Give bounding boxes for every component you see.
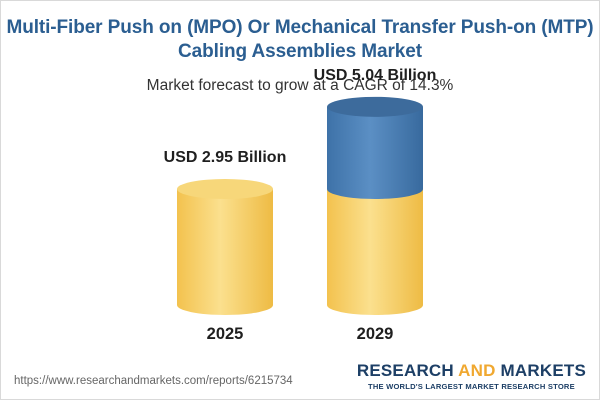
brand-name-part-1: RESEARCH [356, 361, 459, 380]
category-label-2025: 2025 [206, 325, 244, 343]
brand-name-part-3: MARKETS [495, 361, 586, 380]
brand-logo: RESEARCH AND MARKETS THE WORLD'S LARGEST… [357, 361, 586, 391]
brand-name-accent: AND [458, 361, 496, 380]
cylinder-2029-top [327, 96, 423, 117]
category-label-2029: 2029 [356, 325, 394, 343]
cylinder-2025-body [177, 189, 273, 315]
source-url[interactable]: https://www.researchandmarkets.com/repor… [14, 375, 293, 387]
chart-title-line-2: Cabling Assemblies Market [178, 41, 422, 62]
chart-title: Multi-Fiber Push on (MPO) Or Mechanical … [0, 16, 600, 64]
brand-name: RESEARCH AND MARKETS [357, 361, 586, 381]
cylinder-2029-base-segment [327, 189, 423, 315]
brand-tagline: THE WORLD'S LARGEST MARKET RESEARCH STOR… [367, 382, 575, 391]
cagr-subtitle: Market forecast to grow at a CAGR of 14.… [146, 77, 454, 94]
value-label-2029: USD 5.04 Billion [313, 66, 437, 84]
cylinder-2025-top [177, 179, 273, 199]
value-label-2025: USD 2.95 Billion [163, 149, 287, 166]
chart-title-line-1: Multi-Fiber Push on (MPO) Or Mechanical … [6, 17, 594, 38]
cylinder-2029-growth-segment [327, 106, 423, 199]
